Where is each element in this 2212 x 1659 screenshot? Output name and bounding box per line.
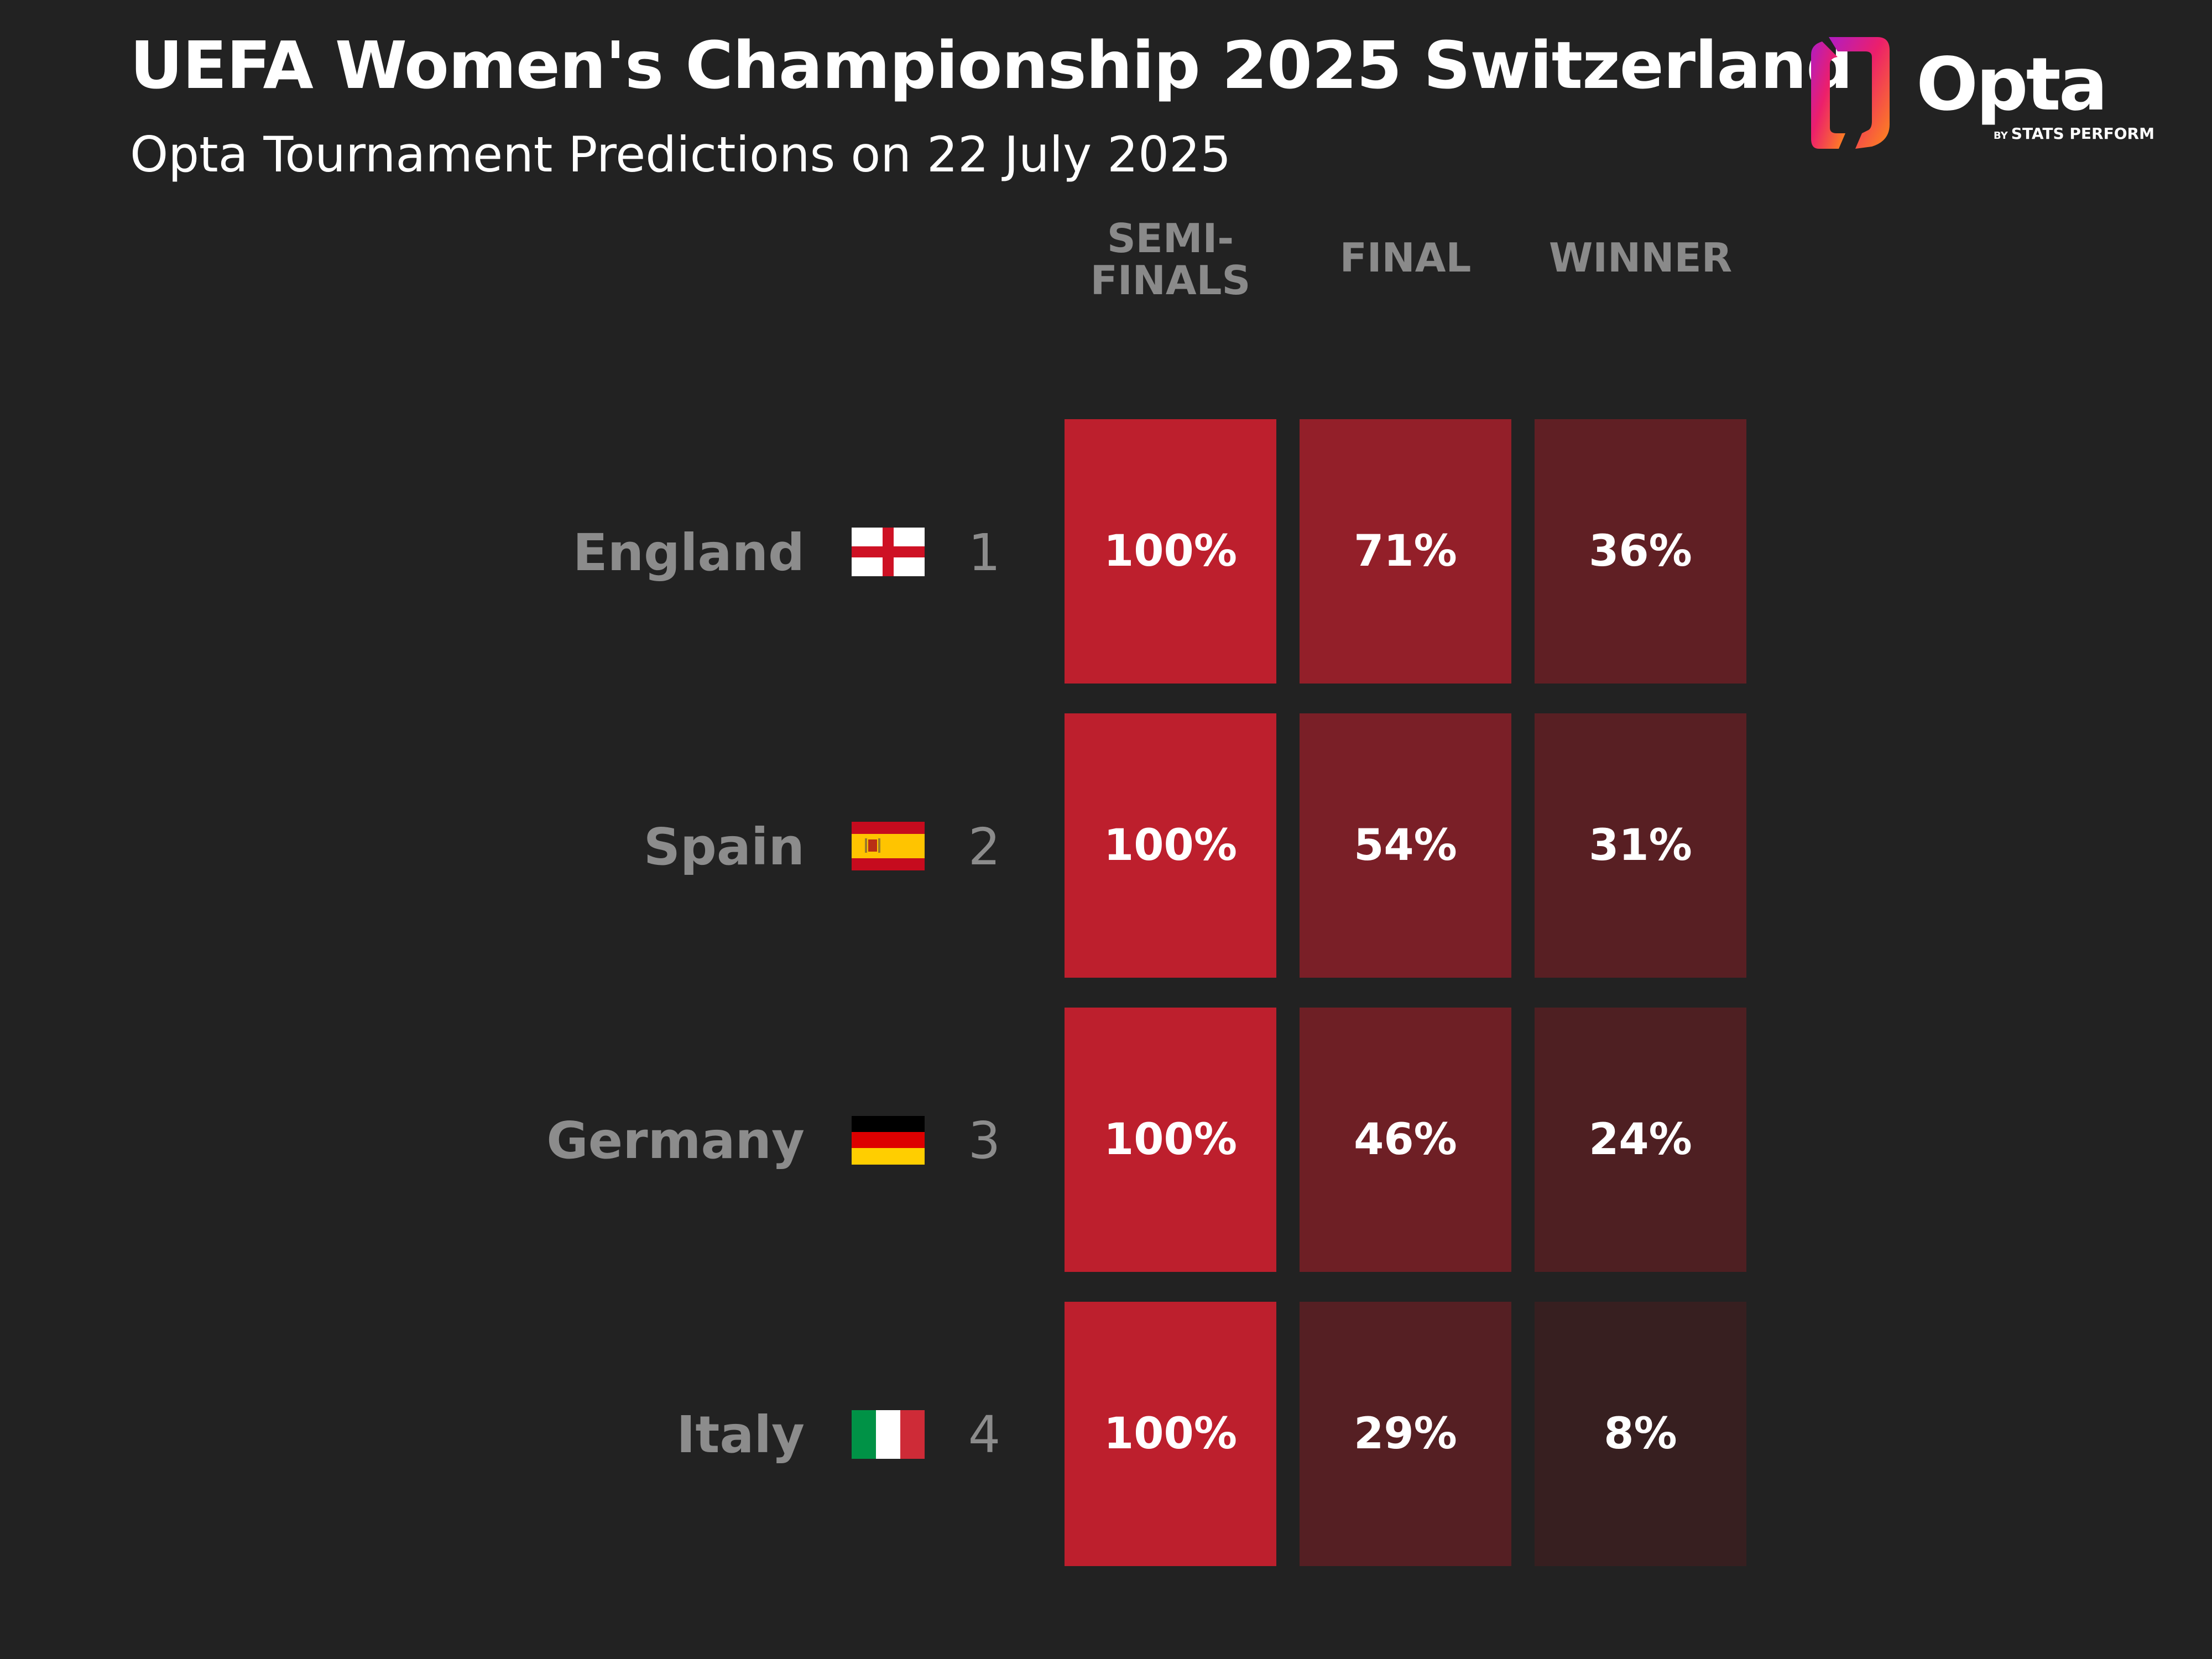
- heatmap-cell-label: 24%: [1589, 1115, 1692, 1165]
- column-header-semi-finals: SEMI- FINALS: [1065, 217, 1276, 301]
- team-name-england: England: [572, 523, 805, 582]
- heatmap-cell-spain-winner: 31%: [1535, 713, 1746, 978]
- heatmap-cell-label: 31%: [1589, 821, 1692, 870]
- chart-subtitle: Opta Tournament Predictions on 22 July 2…: [130, 126, 1232, 183]
- team-name-spain: Spain: [643, 817, 805, 877]
- heatmap-cell-label: 54%: [1354, 821, 1457, 870]
- heatmap-cell-italy-semi-finals: 100%: [1065, 1302, 1276, 1566]
- column-header-semi-finals-line2: FINALS: [1090, 257, 1251, 304]
- heatmap-cell-label: 100%: [1104, 1115, 1237, 1165]
- heatmap-cell-label: 29%: [1354, 1409, 1457, 1459]
- opta-tagline-by: BY: [1994, 130, 2008, 142]
- heatmap-cell-italy-final: 29%: [1300, 1302, 1511, 1566]
- opta-logo-icon: [1811, 37, 1890, 149]
- chart-title: UEFA Women's Championship 2025 Switzerla…: [130, 27, 1853, 103]
- heatmap-cell-label: 71%: [1354, 526, 1457, 576]
- heatmap-cell-label: 46%: [1354, 1115, 1457, 1165]
- column-header-winner-label: WINNER: [1548, 234, 1733, 281]
- heatmap-cell-label: 36%: [1589, 526, 1692, 576]
- heatmap-cell-germany-semi-finals: 100%: [1065, 1008, 1276, 1272]
- heatmap-cell-england-winner: 36%: [1535, 419, 1746, 684]
- opta-tagline: BY STATS PERFORM: [1994, 124, 2154, 143]
- seed-germany: 3: [968, 1111, 1001, 1170]
- team-name-italy: Italy: [676, 1405, 805, 1464]
- spain-flag-icon: [852, 822, 925, 870]
- heatmap-cell-label: 8%: [1604, 1409, 1677, 1459]
- seed-spain: 2: [968, 817, 1001, 877]
- seed-england: 1: [968, 523, 1001, 582]
- seed-italy: 4: [968, 1405, 1001, 1464]
- column-header-semi-finals-line1: SEMI-: [1107, 215, 1234, 262]
- heatmap-cell-england-final: 71%: [1300, 419, 1511, 684]
- heatmap-cell-italy-winner: 8%: [1535, 1302, 1746, 1566]
- germany-flag-icon: [852, 1116, 925, 1165]
- england-flag-icon: [852, 528, 925, 576]
- heatmap-cell-germany-winner: 24%: [1535, 1008, 1746, 1272]
- opta-wordmark: Opta: [1916, 42, 2108, 127]
- heatmap-cell-label: 100%: [1104, 821, 1237, 870]
- heatmap-cell-label: 100%: [1104, 526, 1237, 576]
- heatmap-cell-england-semi-finals: 100%: [1065, 419, 1276, 684]
- italy-flag-icon: [852, 1410, 925, 1459]
- heatmap-cell-spain-final: 54%: [1300, 713, 1511, 978]
- column-header-final-label: FINAL: [1339, 234, 1472, 281]
- column-header-final: FINAL: [1300, 237, 1511, 279]
- opta-tagline-text: STATS PERFORM: [2011, 124, 2154, 143]
- team-name-germany: Germany: [546, 1111, 805, 1170]
- heatmap-cell-germany-final: 46%: [1300, 1008, 1511, 1272]
- column-header-winner: WINNER: [1535, 237, 1746, 279]
- heatmap-cell-label: 100%: [1104, 1409, 1237, 1459]
- heatmap-cell-spain-semi-finals: 100%: [1065, 713, 1276, 978]
